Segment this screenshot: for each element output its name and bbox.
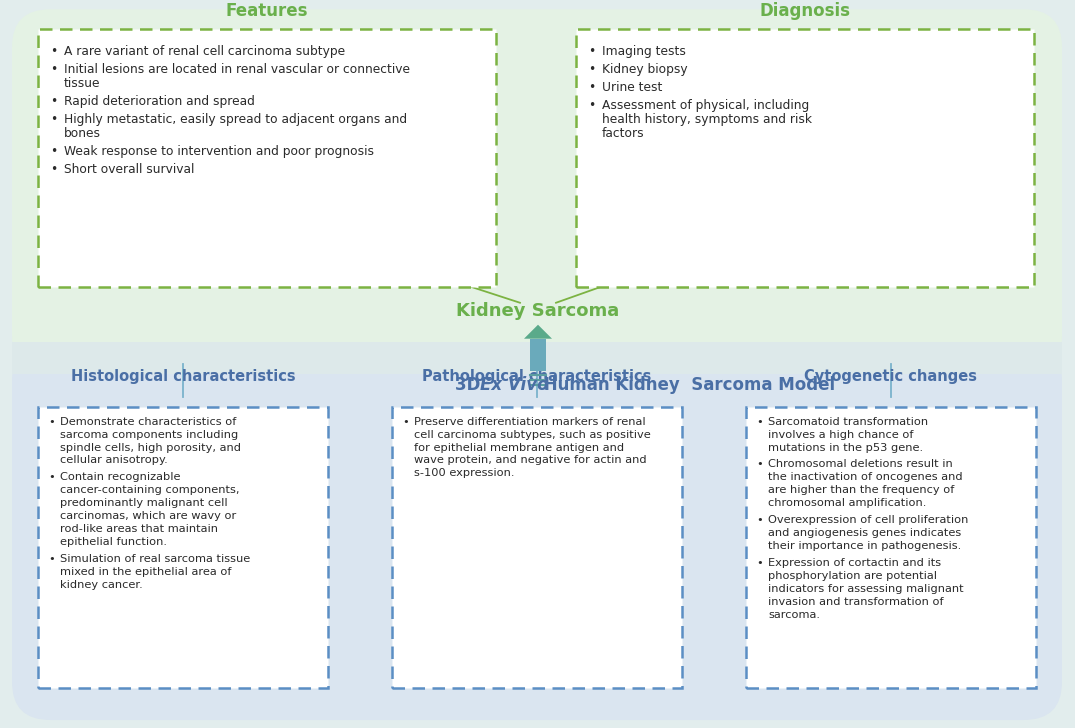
Text: •: • — [51, 113, 57, 126]
Text: Contain recognizable: Contain recognizable — [60, 472, 181, 483]
Text: Overexpression of cell proliferation: Overexpression of cell proliferation — [768, 515, 969, 526]
Text: Kidney Sarcoma: Kidney Sarcoma — [457, 301, 619, 320]
Text: •: • — [51, 63, 57, 76]
Text: Pathological characteristics: Pathological characteristics — [422, 369, 651, 384]
Text: sarcoma components including: sarcoma components including — [60, 430, 239, 440]
Text: Expression of cortactin and its: Expression of cortactin and its — [768, 558, 941, 569]
Text: •: • — [48, 416, 55, 427]
Text: •: • — [48, 472, 55, 483]
FancyBboxPatch shape — [12, 9, 1062, 373]
Text: cancer-containing components,: cancer-containing components, — [60, 486, 240, 496]
Text: •: • — [756, 459, 763, 470]
Text: Human Kidney  Sarcoma Model: Human Kidney Sarcoma Model — [538, 376, 835, 394]
Text: •: • — [51, 163, 57, 176]
Text: Imaging tests: Imaging tests — [602, 45, 686, 58]
Text: kidney cancer.: kidney cancer. — [60, 580, 143, 590]
Text: wave protein, and negative for actin and: wave protein, and negative for actin and — [414, 456, 647, 465]
Bar — [12, 341, 1062, 373]
Text: Features: Features — [226, 2, 309, 20]
Text: sarcoma.: sarcoma. — [768, 610, 820, 620]
Text: Initial lesions are located in renal vascular or connective: Initial lesions are located in renal vas… — [64, 63, 410, 76]
Text: Diagnosis: Diagnosis — [760, 2, 850, 20]
Text: bones: bones — [64, 127, 101, 140]
FancyBboxPatch shape — [12, 343, 1062, 720]
Text: and angiogenesis genes indicates: and angiogenesis genes indicates — [768, 529, 961, 539]
FancyBboxPatch shape — [38, 29, 496, 287]
Text: the inactivation of oncogenes and: the inactivation of oncogenes and — [768, 472, 962, 483]
Text: chromosomal amplification.: chromosomal amplification. — [768, 499, 927, 508]
Text: mixed in the epithelial area of: mixed in the epithelial area of — [60, 567, 231, 577]
Text: Urine test: Urine test — [602, 81, 662, 94]
Text: Preserve differentiation markers of renal: Preserve differentiation markers of rena… — [414, 416, 646, 427]
FancyBboxPatch shape — [576, 29, 1034, 287]
Text: •: • — [402, 416, 408, 427]
Text: Simulation of real sarcoma tissue: Simulation of real sarcoma tissue — [60, 554, 250, 564]
Text: Chromosomal deletions result in: Chromosomal deletions result in — [768, 459, 952, 470]
FancyBboxPatch shape — [746, 406, 1036, 688]
Text: Weak response to intervention and poor prognosis: Weak response to intervention and poor p… — [64, 145, 374, 158]
Text: involves a high chance of: involves a high chance of — [768, 430, 914, 440]
Text: cellular anisotropy.: cellular anisotropy. — [60, 456, 168, 465]
Text: Demonstrate characteristics of: Demonstrate characteristics of — [60, 416, 236, 427]
Text: factors: factors — [602, 127, 645, 140]
Text: •: • — [51, 45, 57, 58]
Text: their importance in pathogenesis.: their importance in pathogenesis. — [768, 542, 961, 551]
Text: rod-like areas that maintain: rod-like areas that maintain — [60, 524, 218, 534]
Text: are higher than the frequency of: are higher than the frequency of — [768, 486, 955, 496]
Text: •: • — [756, 515, 763, 526]
Text: mutations in the p53 gene.: mutations in the p53 gene. — [768, 443, 923, 453]
Text: cell carcinoma subtypes, such as positive: cell carcinoma subtypes, such as positiv… — [414, 430, 650, 440]
Text: •: • — [588, 99, 596, 112]
Text: •: • — [51, 95, 57, 108]
Text: invasion and transformation of: invasion and transformation of — [768, 597, 944, 607]
Polygon shape — [524, 325, 551, 339]
Text: •: • — [756, 416, 763, 427]
Text: Assessment of physical, including: Assessment of physical, including — [602, 99, 809, 112]
Text: Sarcomatoid transformation: Sarcomatoid transformation — [768, 416, 928, 427]
Text: •: • — [588, 63, 596, 76]
Text: Histological characteristics: Histological characteristics — [71, 369, 296, 384]
Text: indicators for assessing malignant: indicators for assessing malignant — [768, 585, 963, 594]
Text: Ex Vivo: Ex Vivo — [481, 376, 548, 394]
Text: predominantly malignant cell: predominantly malignant cell — [60, 499, 228, 508]
Text: epithelial function.: epithelial function. — [60, 537, 167, 547]
Text: •: • — [51, 145, 57, 158]
FancyBboxPatch shape — [38, 406, 328, 688]
Text: health history, symptoms and risk: health history, symptoms and risk — [602, 113, 812, 126]
FancyBboxPatch shape — [12, 9, 1062, 720]
Text: phosphorylation are potential: phosphorylation are potential — [768, 571, 937, 581]
Text: carcinomas, which are wavy or: carcinomas, which are wavy or — [60, 511, 236, 521]
Bar — [530, 339, 546, 371]
Text: A rare variant of renal cell carcinoma subtype: A rare variant of renal cell carcinoma s… — [64, 45, 345, 58]
Text: tissue: tissue — [64, 77, 100, 90]
Text: •: • — [588, 45, 596, 58]
Text: 3D: 3D — [455, 376, 486, 394]
Text: •: • — [48, 554, 55, 564]
Text: s-100 expression.: s-100 expression. — [414, 468, 515, 478]
Text: Highly metastatic, easily spread to adjacent organs and: Highly metastatic, easily spread to adja… — [64, 113, 407, 126]
Text: •: • — [756, 558, 763, 569]
Text: •: • — [588, 81, 596, 94]
Text: for epithelial membrane antigen and: for epithelial membrane antigen and — [414, 443, 625, 453]
Text: Short overall survival: Short overall survival — [64, 163, 195, 176]
Text: Cytogenetic changes: Cytogenetic changes — [804, 369, 977, 384]
Text: spindle cells, high porosity, and: spindle cells, high porosity, and — [60, 443, 241, 453]
FancyBboxPatch shape — [392, 406, 682, 688]
Text: Kidney biopsy: Kidney biopsy — [602, 63, 688, 76]
Text: Rapid deterioration and spread: Rapid deterioration and spread — [64, 95, 255, 108]
